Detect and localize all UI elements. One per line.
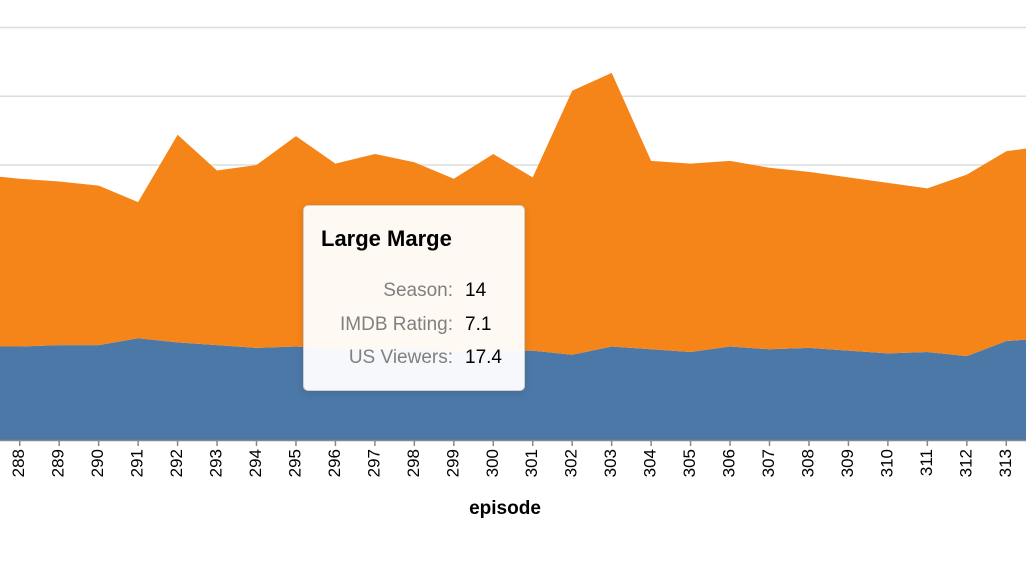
tooltip-key: US Viewers: — [348, 347, 453, 368]
tooltip-row-us-viewers: US Viewers: 17.4 — [304, 347, 524, 371]
tooltip-value: 7.1 — [465, 314, 492, 335]
x-tick-label: 313 — [996, 449, 1015, 477]
x-tick-label: 291 — [128, 449, 147, 477]
tooltip: Large Marge Season: 14 IMDB Rating: 7.1 … — [303, 205, 525, 391]
tooltip-row-imdb-rating: IMDB Rating: 7.1 — [304, 314, 524, 338]
x-tick-label: 298 — [404, 449, 423, 477]
gridlines — [0, 26, 1026, 166]
x-tick-label: 292 — [167, 449, 186, 477]
x-tick-label: 302 — [562, 449, 581, 477]
tooltip-row-season: Season: 14 — [304, 280, 524, 304]
x-tick-label: 289 — [49, 449, 68, 477]
tooltip-value: 14 — [465, 280, 487, 301]
x-tick-label: 308 — [798, 449, 817, 477]
x-axis: 288 289 290 291 292 293 294 295 296 297 298 299 300 3… — [0, 439, 1026, 477]
x-tick-label: 288 — [9, 449, 28, 477]
x-tick-label: 309 — [838, 449, 857, 477]
x-tick-label: 294 — [246, 449, 265, 477]
x-tick-label: 296 — [325, 449, 344, 477]
x-tick-label: 306 — [720, 449, 739, 477]
x-tick-label: 310 — [877, 449, 896, 477]
tooltip-key: IMDB Rating: — [340, 314, 453, 335]
x-tick-label: 303 — [601, 449, 620, 477]
x-tick-label: 307 — [759, 449, 778, 477]
tooltip-title: Large Marge — [321, 226, 452, 251]
x-tick-label: 293 — [207, 449, 226, 477]
x-tick-label: 297 — [364, 449, 383, 477]
tooltip-key: Season: — [383, 280, 453, 301]
x-tick-label: 301 — [522, 449, 541, 477]
x-axis-title: episode — [469, 498, 541, 519]
x-tick-label: 311 — [917, 449, 936, 476]
x-tick-label: 299 — [443, 449, 462, 477]
x-tick-label: 305 — [680, 449, 699, 477]
x-tick-label: 290 — [88, 449, 107, 477]
x-tick-label: 300 — [483, 449, 502, 477]
x-tick-label: 312 — [956, 449, 975, 477]
tooltip-value: 17.4 — [465, 347, 502, 368]
x-tick-label: 295 — [285, 449, 304, 477]
x-tick-label: 304 — [641, 449, 660, 477]
